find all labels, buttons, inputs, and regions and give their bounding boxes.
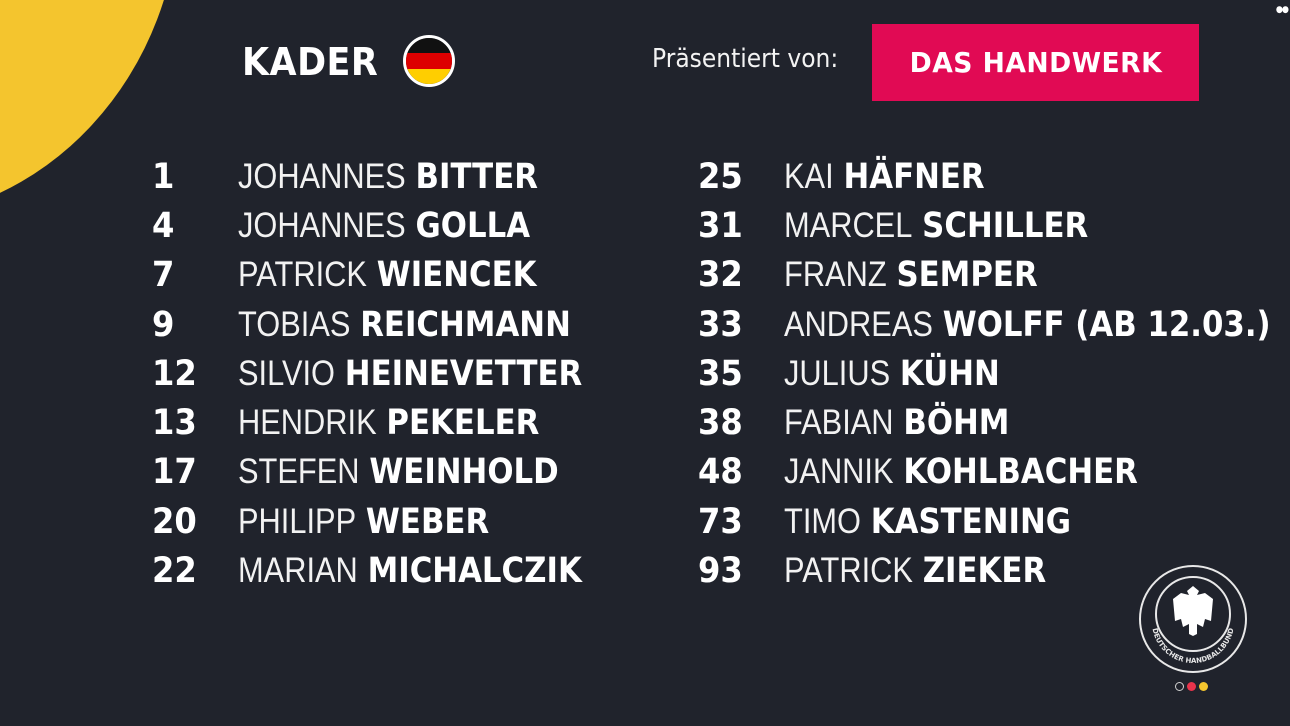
player-first-name: TIMO: [784, 501, 861, 541]
player-first-name: TOBIAS: [238, 304, 351, 344]
player-number: 20: [152, 501, 197, 542]
player-number: 9: [152, 304, 175, 345]
player-row: 35 JULIUS KÜHN: [698, 349, 1290, 398]
player-first-name: PHILIPP: [238, 501, 357, 541]
player-number: 73: [698, 501, 743, 542]
germany-flag-icon: [403, 35, 455, 87]
presented-by-label: Präsentiert von:: [652, 44, 839, 74]
player-first-name: HENDRIK: [238, 403, 377, 443]
player-number: 31: [698, 205, 743, 246]
player-last-name: SCHILLER: [922, 205, 1089, 246]
player-number: 33: [698, 304, 743, 345]
dhb-eagle-logo-icon: DEUTSCHER HANDBALLBUND: [1139, 565, 1247, 673]
player-last-name: WEINHOLD: [369, 452, 559, 493]
player-number: 12: [152, 353, 197, 394]
player-first-name: PATRICK: [784, 551, 913, 591]
player-first-name: FABIAN: [784, 403, 894, 443]
player-number: 38: [698, 403, 743, 444]
player-row: 22 MARIAN MICHALCZIK: [152, 546, 629, 595]
player-first-name: JULIUS: [784, 353, 891, 393]
player-row: 1 JOHANNES BITTER: [152, 152, 629, 201]
player-number: 4: [152, 205, 175, 246]
color-dots: [1175, 682, 1208, 691]
player-number: 32: [698, 255, 743, 296]
player-last-name: KOHLBACHER: [903, 452, 1138, 493]
player-first-name: JANNIK: [784, 452, 894, 492]
player-last-name: PEKELER: [386, 403, 540, 444]
player-row: 31 MARCEL SCHILLER: [698, 201, 1290, 250]
player-last-name: KASTENING: [870, 501, 1072, 542]
player-row: 20 PHILIPP WEBER: [152, 497, 629, 546]
player-last-name: BITTER: [415, 156, 538, 197]
player-last-name: KÜHN: [899, 353, 1000, 394]
player-last-name: WEBER: [365, 501, 490, 542]
player-last-name: BÖHM: [903, 403, 1010, 444]
player-row: 13 HENDRIK PEKELER: [152, 398, 629, 447]
corner-dots-icon: ●●: [1275, 5, 1289, 15]
player-row: 9 TOBIAS REICHMANN: [152, 300, 629, 349]
player-first-name: SILVIO: [238, 353, 336, 393]
player-number: 1: [152, 156, 175, 197]
player-first-name: MARCEL: [784, 205, 913, 245]
player-number: 35: [698, 353, 743, 394]
player-row: 93 PATRICK ZIEKER: [698, 546, 1290, 595]
player-number: 22: [152, 551, 197, 592]
player-last-name: REICHMANN: [360, 304, 571, 345]
player-first-name: JOHANNES: [238, 156, 406, 196]
player-last-name: HÄFNER: [843, 156, 985, 197]
player-number: 17: [152, 452, 197, 493]
player-last-name: WIENCEK: [376, 255, 537, 296]
roster-right-column: 25 KAI HÄFNER 31 MARCEL SCHILLER 32 FRANZ S…: [698, 152, 1290, 596]
player-number: 13: [152, 403, 197, 444]
player-first-name: STEFEN: [238, 452, 360, 492]
player-row: 38 FABIAN BÖHM: [698, 398, 1290, 447]
player-row: 17 STEFEN WEINHOLD: [152, 448, 629, 497]
player-first-name: PATRICK: [238, 255, 367, 295]
roster-left-column: 1 JOHANNES BITTER 4 JOHANNES GOLLA 7 PATRIC…: [152, 152, 629, 596]
player-row: 25 KAI HÄFNER: [698, 152, 1290, 201]
player-last-name: WOLFF (AB 12.03.): [942, 304, 1271, 345]
player-first-name: MARIAN: [238, 551, 358, 591]
player-row: 4 JOHANNES GOLLA: [152, 201, 629, 250]
player-last-name: SEMPER: [896, 255, 1038, 296]
player-number: 25: [698, 156, 743, 197]
page-title: KADER: [242, 40, 379, 84]
player-last-name: ZIEKER: [922, 551, 1047, 592]
black-dot-icon: [1175, 682, 1184, 691]
player-last-name: MICHALCZIK: [367, 551, 582, 592]
player-first-name: FRANZ: [784, 255, 887, 295]
sponsor-logo: DAS HANDWERK: [872, 24, 1199, 101]
player-first-name: ANDREAS: [784, 304, 933, 344]
red-dot-icon: [1187, 682, 1196, 691]
player-last-name: HEINEVETTER: [344, 353, 583, 394]
player-last-name: GOLLA: [415, 205, 531, 246]
gold-dot-icon: [1199, 682, 1208, 691]
player-number: 93: [698, 551, 743, 592]
player-number: 7: [152, 255, 175, 296]
player-row: 48 JANNIK KOHLBACHER: [698, 448, 1290, 497]
player-row: 12 SILVIO HEINEVETTER: [152, 349, 629, 398]
player-first-name: KAI: [784, 156, 834, 196]
player-number: 48: [698, 452, 743, 493]
player-row: 7 PATRICK WIENCEK: [152, 251, 629, 300]
sponsor-name: DAS HANDWERK: [909, 46, 1162, 79]
player-first-name: JOHANNES: [238, 205, 406, 245]
player-row: 32 FRANZ SEMPER: [698, 251, 1290, 300]
player-row: 73 TIMO KASTENING: [698, 497, 1290, 546]
player-row: 33 ANDREAS WOLFF (AB 12.03.): [698, 300, 1290, 349]
